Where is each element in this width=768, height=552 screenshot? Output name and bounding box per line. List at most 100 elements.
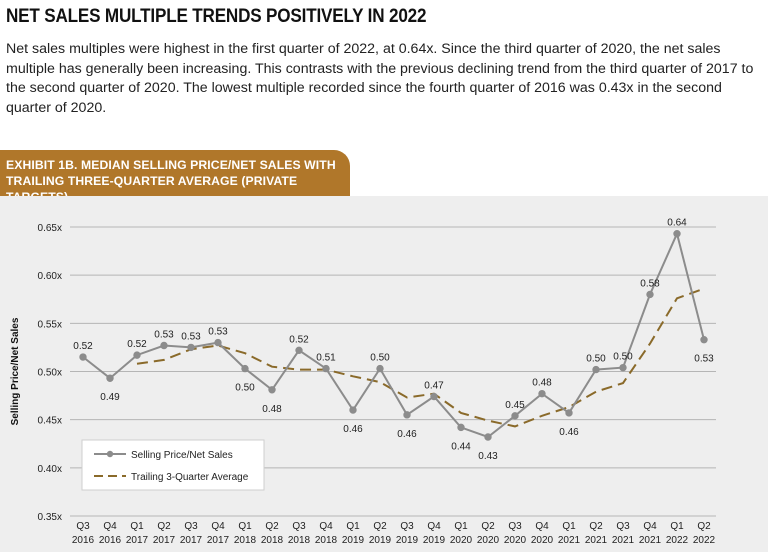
data-point (160, 341, 168, 350)
x-tick-label-year: 2016 (72, 535, 95, 546)
x-tick-label-year: 2017 (126, 535, 149, 546)
x-tick-label-year: 2017 (207, 535, 230, 546)
data-label: 0.53 (181, 331, 201, 342)
x-tick-label-quarter: Q1 (346, 521, 360, 532)
data-label: 0.58 (640, 278, 660, 289)
data-label: 0.53 (694, 354, 714, 365)
x-tick-label-quarter: Q2 (157, 521, 171, 532)
x-tick-label-quarter: Q4 (427, 521, 441, 532)
exhibit-title: EXHIBIT 1B. MEDIAN SELLING PRICE/NET SAL… (6, 157, 351, 205)
x-tick-label-quarter: Q4 (103, 521, 117, 532)
x-tick-label-year: 2022 (666, 535, 689, 546)
y-tick-label: 0.35x (38, 512, 62, 523)
x-tick-label-quarter: Q2 (697, 521, 711, 532)
intro-paragraph: Net sales multiples were highest in the … (6, 41, 754, 116)
y-axis-title: Selling Price/Net Sales (10, 317, 21, 425)
data-point (376, 364, 384, 373)
exhibit-banner (0, 150, 350, 196)
x-tick-label-year: 2019 (423, 535, 446, 546)
data-point (457, 423, 465, 432)
x-tick-label-year: 2018 (315, 535, 338, 546)
x-tick-label-quarter: Q4 (211, 521, 225, 532)
data-label: 0.52 (289, 334, 309, 345)
data-label: 0.44 (451, 441, 471, 452)
y-tick-label: 0.55x (38, 319, 62, 330)
data-label: 0.49 (100, 392, 120, 403)
x-tick-label-quarter: Q3 (400, 521, 414, 532)
x-tick-label-year: 2018 (288, 535, 311, 546)
x-tick-label-quarter: Q2 (589, 521, 603, 532)
x-tick-label-quarter: Q3 (184, 521, 198, 532)
x-tick-label-quarter: Q1 (238, 521, 252, 532)
x-tick-label-quarter: Q1 (454, 521, 468, 532)
x-tick-label-year: 2021 (639, 535, 662, 546)
x-tick-label-year: 2017 (153, 535, 176, 546)
data-point (187, 343, 195, 352)
data-point (592, 365, 600, 374)
x-tick-label-year: 2020 (477, 535, 500, 546)
data-point (430, 392, 438, 401)
data-label: 0.50 (370, 353, 390, 364)
x-tick-label-quarter: Q3 (508, 521, 522, 532)
x-tick-label-quarter: Q1 (562, 521, 576, 532)
data-label: 0.53 (208, 327, 228, 338)
data-label: 0.45 (505, 400, 525, 411)
legend-box (81, 439, 265, 491)
data-point (646, 290, 654, 299)
data-label: 0.47 (424, 381, 444, 392)
x-tick-label-quarter: Q4 (535, 521, 549, 532)
data-point (511, 412, 519, 420)
x-tick-label-year: 2016 (99, 535, 122, 546)
y-tick-label: 0.40x (38, 464, 62, 475)
x-tick-label-year: 2022 (693, 535, 716, 546)
y-tick-label: 0.45x (38, 416, 62, 427)
x-tick-label-year: 2021 (585, 535, 608, 546)
data-point (538, 389, 546, 398)
x-tick-label-year: 2017 (180, 535, 203, 546)
data-label: 0.43 (478, 451, 498, 462)
data-point (106, 374, 114, 382)
data-point (241, 364, 249, 373)
x-tick-label-year: 2018 (234, 535, 257, 546)
data-label: 0.46 (559, 427, 579, 438)
x-tick-label-quarter: Q4 (643, 521, 657, 532)
x-tick-label-quarter: Q2 (481, 521, 495, 532)
data-point (295, 346, 303, 355)
x-tick-label-quarter: Q3 (76, 521, 90, 532)
legend-marker-main (106, 450, 114, 458)
data-label: 0.46 (397, 429, 417, 440)
data-point (673, 230, 681, 238)
x-tick-label-quarter: Q4 (319, 521, 333, 532)
y-tick-label: 0.50x (38, 368, 62, 379)
x-tick-label-year: 2021 (558, 535, 581, 546)
data-point (79, 353, 87, 361)
data-point (700, 336, 708, 344)
data-label: 0.50 (235, 383, 255, 394)
data-label: 0.51 (316, 353, 336, 364)
data-point (484, 433, 492, 441)
x-tick-label-year: 2018 (261, 535, 284, 546)
x-tick-label-year: 2019 (396, 535, 419, 546)
y-tick-label: 0.60x (38, 271, 62, 282)
data-point (133, 351, 141, 359)
data-point (268, 386, 276, 394)
data-point (619, 363, 627, 372)
data-label: 0.52 (73, 341, 93, 352)
x-tick-label-quarter: Q1 (670, 521, 684, 532)
data-label: 0.48 (532, 378, 552, 389)
data-label: 0.52 (127, 339, 147, 350)
data-label: 0.53 (154, 329, 174, 340)
x-tick-label-quarter: Q3 (292, 521, 306, 532)
data-point (322, 364, 330, 373)
headline: NET SALES MULTIPLE TRENDS POSITIVELY IN … (6, 6, 427, 27)
trailing-average-line (136, 287, 705, 428)
x-tick-label-year: 2020 (504, 535, 527, 546)
data-point (403, 411, 411, 419)
x-tick-label-quarter: Q2 (265, 521, 279, 532)
legend-label-main: Selling Price/Net Sales (131, 450, 233, 461)
data-point (349, 406, 357, 414)
data-label: 0.50 (586, 354, 606, 365)
x-tick-label-year: 2020 (450, 535, 473, 546)
x-tick-label-quarter: Q1 (130, 521, 144, 532)
data-label: 0.50 (613, 352, 633, 363)
